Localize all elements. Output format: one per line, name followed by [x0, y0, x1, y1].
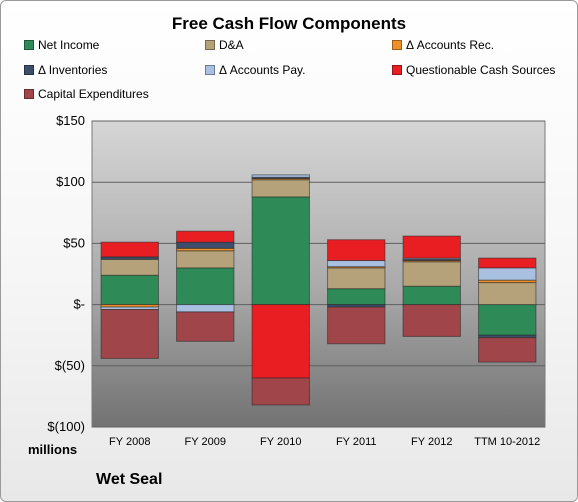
bar-segment-6-5: [478, 337, 537, 363]
legend-label: Δ Accounts Rec.: [406, 38, 495, 52]
y-tick-label: $50: [63, 235, 85, 250]
legend-item-3: Δ Inventories: [24, 63, 107, 77]
bar-segment-0-1: [176, 267, 235, 306]
bar-segment-6-1: [176, 311, 235, 342]
bar-segment-1-0: [100, 258, 159, 276]
bar-segment-0-3: [327, 288, 386, 306]
bar-segment-0-0: [100, 274, 159, 306]
legend-item-6: Capital Expenditures: [24, 87, 149, 101]
bar-segment-5-0: [100, 241, 159, 258]
legend-swatch: [24, 40, 34, 50]
x-tick-label: FY 2008: [109, 436, 150, 448]
legend-swatch: [392, 65, 402, 75]
bar-segment-5-1: [176, 230, 235, 243]
bar-segment-0-4: [402, 285, 461, 306]
bar-segment-1-5: [478, 282, 537, 306]
bar-segment-4-2: [251, 174, 310, 178]
y-tick-label: $150: [56, 113, 85, 128]
legend-item-4: Δ Accounts Pay.: [205, 63, 306, 77]
legend-label: Δ Inventories: [38, 63, 108, 77]
bar-segment-6-3: [327, 306, 386, 345]
legend-item-0: Net Income: [24, 38, 99, 52]
bar-segment-5-4: [402, 235, 461, 259]
y-tick-label: $100: [56, 174, 85, 189]
bar-segment-1-1: [176, 250, 235, 269]
bar-segment-6-2: [251, 377, 310, 406]
bar-segment-1-3: [327, 267, 386, 290]
x-tick-label: FY 2012: [411, 436, 452, 448]
bar-segment-0-2: [251, 196, 310, 306]
bar-segment-1-2: [251, 179, 310, 198]
unit-label: millions: [28, 442, 78, 457]
x-tick-label: FY 2011: [336, 436, 377, 448]
legend-label: Questionable Cash Sources: [406, 63, 556, 77]
legend-label: D&A: [219, 38, 244, 52]
bar-segment-6-4: [402, 304, 461, 337]
bar-segment-5-3: [327, 239, 386, 262]
plot-background: [91, 120, 546, 428]
x-tick-label: FY 2009: [185, 436, 226, 448]
legend-item-2: Δ Accounts Rec.: [392, 38, 494, 52]
y-tick-label: $-: [73, 297, 85, 312]
legend-swatch: [392, 40, 402, 50]
legend-swatch: [24, 89, 34, 99]
company-label: Wet Seal: [96, 471, 163, 488]
chart-title: Free Cash Flow Components: [171, 14, 407, 33]
x-tick-label: FY 2010: [260, 436, 301, 448]
legend-item-5: Questionable Cash Sources: [392, 63, 555, 77]
bar-segment-4-3: [327, 260, 386, 268]
bar-segment-5-2: [251, 304, 310, 379]
y-tick-label: $(100): [47, 419, 85, 434]
legend-swatch: [24, 65, 34, 75]
legend-label: Net Income: [38, 38, 100, 52]
legend-label: Δ Accounts Pay.: [219, 63, 306, 77]
bar-segment-1-4: [402, 261, 461, 287]
legend-swatch: [205, 65, 215, 75]
x-tick-label: TTM 10-2012: [474, 436, 540, 448]
legend-label: Capital Expenditures: [38, 87, 149, 101]
legend-item-1: D&A: [205, 38, 244, 52]
bar-segment-4-1: [176, 304, 235, 313]
bar-segment-4-5: [478, 267, 537, 281]
bar-segment-0-5: [478, 304, 537, 336]
y-tick-label: $(50): [55, 358, 85, 373]
legend-swatch: [205, 40, 215, 50]
bar-segment-5-5: [478, 257, 537, 269]
bar-segment-3-1: [176, 241, 235, 249]
bar-segment-6-0: [100, 308, 159, 359]
